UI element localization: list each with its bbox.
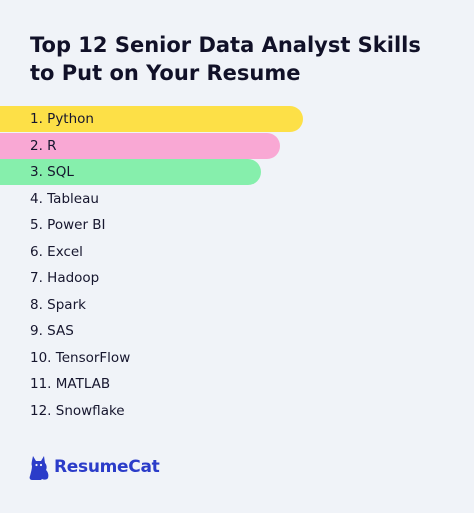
skill-label: 11. MATLAB <box>30 376 111 392</box>
skill-row: 1. Python <box>0 106 474 133</box>
skill-row: 8. Spark <box>0 292 474 319</box>
skill-label: 3. SQL <box>30 164 74 180</box>
skill-row: 4. Tableau <box>0 186 474 213</box>
skill-row: 10. TensorFlow <box>0 345 474 372</box>
skill-label: 4. Tableau <box>30 190 99 207</box>
skill-label: 8. Spark <box>30 296 86 313</box>
skill-row: 12. Snowflake <box>0 398 474 425</box>
skill-row: 3. SQL <box>0 159 474 186</box>
skill-highlight-bar <box>0 106 303 132</box>
skill-label: 10. TensorFlow <box>30 349 131 366</box>
skill-row: 9. SAS <box>0 318 474 345</box>
page-title: Top 12 Senior Data Analyst Skills to Put… <box>30 33 421 85</box>
resumecat-logo: ResumeCat <box>28 452 160 482</box>
skill-label: 7. Hadoop <box>30 270 100 286</box>
skill-label: 9. SAS <box>30 323 74 339</box>
cat-icon <box>29 456 49 480</box>
skill-row: 11. MATLAB <box>0 371 474 398</box>
skill-highlight-bar <box>0 132 280 159</box>
skill-highlight-bar <box>0 159 261 185</box>
skill-row: 7. Hadoop <box>0 265 474 292</box>
skill-row: 2. R <box>0 132 474 160</box>
brand-name: ResumeCat <box>54 457 160 477</box>
skill-row: 5. Power BI <box>0 212 474 239</box>
skill-row: 6. Excel <box>0 239 474 266</box>
skills-list: 1. Python 2. R 3. SQL 4. Tableau 5. Power BI… <box>0 106 474 424</box>
skill-label: 5. Power BI <box>30 217 106 233</box>
skill-label: 2. R <box>30 137 57 154</box>
skill-label: 12. Snowflake <box>30 402 125 419</box>
skill-label: 6. Excel <box>30 243 83 260</box>
skill-label: 1. Python <box>30 111 94 127</box>
